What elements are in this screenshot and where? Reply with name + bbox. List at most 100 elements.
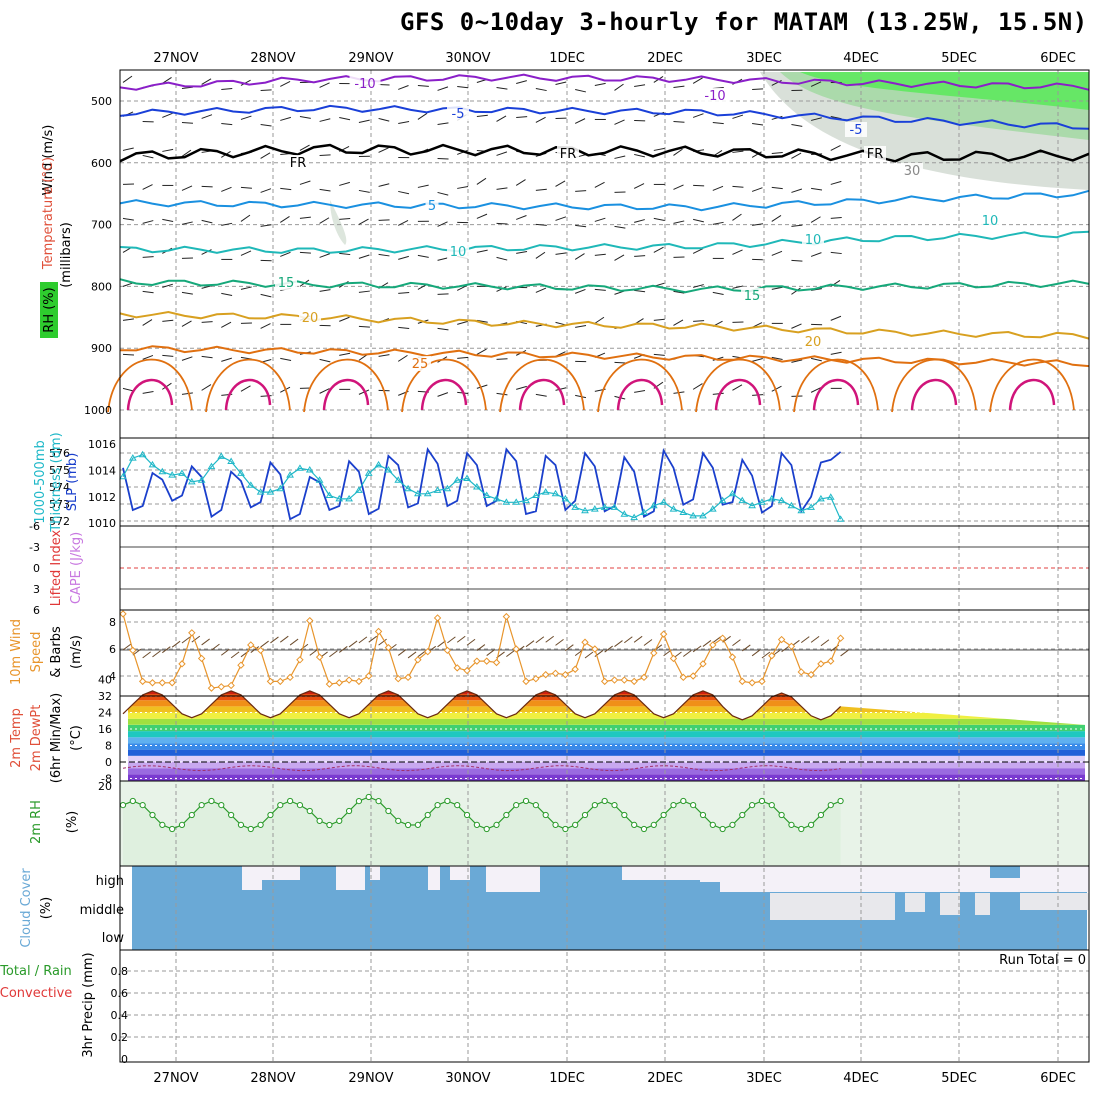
rh-marker: [621, 811, 628, 819]
wind-barb: [378, 117, 390, 122]
wind-barb: [201, 384, 212, 391]
wind-barb: [653, 318, 665, 321]
wind-barb: [752, 122, 764, 126]
wind-barb: [417, 112, 428, 120]
wind-barb: [771, 356, 783, 360]
wind-barb-10m: [270, 636, 279, 644]
temp-contour-30: [714, 378, 762, 411]
wind-speed-marker: [571, 665, 579, 673]
day-label-bottom: 4DEC: [843, 1071, 879, 1086]
wind-barb: [811, 187, 823, 191]
thickness-marker: [463, 474, 471, 481]
cloud-gap-high: [700, 866, 720, 882]
temp-contour-25: [695, 358, 781, 413]
wind-barb: [732, 249, 743, 255]
wind-speed-marker: [512, 645, 520, 653]
wind-barb: [240, 214, 251, 222]
wind-barb: [516, 215, 527, 220]
wind-barb: [142, 154, 154, 159]
wind-barb: [319, 388, 330, 394]
rh-marker: [267, 811, 274, 819]
wind-speed-marker: [532, 674, 540, 683]
rh-marker: [424, 811, 431, 819]
label-thickness-2: Thickness (dm): [49, 432, 64, 532]
contour-label: -10: [354, 77, 375, 92]
wind-barb: [201, 355, 213, 359]
wind-speed-marker: [188, 629, 196, 637]
wind-barb: [417, 184, 429, 188]
wind-barb: [358, 189, 370, 193]
temp-color-band: [128, 768, 1085, 775]
wind-barb: [496, 256, 508, 261]
wind-barb: [260, 123, 272, 127]
rh-marker: [572, 821, 579, 828]
wind-speed-marker: [158, 679, 167, 687]
wind-barb: [162, 354, 174, 357]
cloud-gap-middle: [770, 893, 895, 920]
rh-marker: [611, 802, 618, 809]
label-cloud-units: (%): [39, 897, 54, 920]
temp-color-band: [128, 731, 1085, 738]
wind-barb: [732, 213, 742, 221]
wind-barb-10m: [447, 636, 456, 644]
wind-barb: [142, 184, 153, 190]
thickness-marker: [640, 508, 648, 515]
contour-label-bg: [845, 122, 867, 137]
wind-barb-10m: [221, 648, 230, 656]
day-label-bottom: 27NOV: [153, 1071, 198, 1086]
wind-barb: [712, 291, 724, 295]
wind-speed-marker: [817, 660, 825, 668]
thickness-marker: [256, 488, 265, 495]
wind-barb: [791, 359, 803, 363]
wind-barb: [535, 87, 547, 92]
pressure-tick-label: 1000: [84, 404, 112, 417]
wind-barb: [574, 253, 585, 260]
wind-barb: [810, 81, 822, 87]
wind-barb-10m: [397, 649, 407, 656]
contour-label: 10: [805, 233, 822, 248]
wind-speed-marker: [325, 680, 334, 688]
wind-barb-10m: [142, 651, 151, 659]
thickness-marker: [433, 486, 442, 493]
temp-contour-30: [616, 378, 664, 411]
thickness-tick-label: 573: [49, 498, 70, 511]
thickness-marker: [679, 508, 688, 515]
temp-tick-label: 8: [105, 740, 112, 753]
wind-barb: [240, 385, 251, 392]
wind-barb: [476, 348, 487, 355]
wind-barb: [142, 319, 153, 326]
wind-barb-10m: [201, 638, 210, 646]
thickness-marker: [207, 462, 216, 470]
wind-barb: [221, 321, 232, 328]
thickness-marker: [364, 469, 373, 476]
wind-barb: [712, 392, 724, 395]
wind-speed-marker: [138, 677, 147, 686]
contour-label-bg: [299, 310, 321, 325]
contour-label: 10: [450, 245, 467, 260]
temp-contour-30: [812, 378, 860, 411]
wind-barb: [378, 147, 389, 153]
wind-barb: [437, 257, 449, 261]
rh-marker: [827, 802, 834, 809]
label-cape: CAPE (J/kg): [69, 532, 84, 604]
wind-barb: [614, 83, 624, 91]
wind-barb-10m: [466, 638, 476, 646]
rh-marker: [444, 797, 451, 805]
contour-label: 5: [428, 199, 436, 214]
wind-speed-marker: [266, 677, 275, 686]
thickness-marker: [443, 484, 452, 492]
wind-barb: [476, 249, 488, 253]
contour-label: 20: [302, 311, 319, 326]
wind-barb: [496, 151, 508, 156]
rh-marker: [680, 797, 687, 805]
wind-barb: [378, 183, 390, 187]
wind-barb-10m: [633, 635, 643, 643]
wind-barb: [339, 116, 351, 121]
day-label-bottom: 29NOV: [348, 1071, 393, 1086]
wind-barb: [810, 357, 822, 362]
thickness-marker: [767, 494, 776, 502]
wind-barb: [535, 116, 546, 123]
wind-barb: [830, 315, 842, 321]
chart-title: GFS 0~10day 3-hourly for MATAM (13.25W, …: [400, 8, 1088, 36]
thickness-marker: [374, 460, 383, 468]
